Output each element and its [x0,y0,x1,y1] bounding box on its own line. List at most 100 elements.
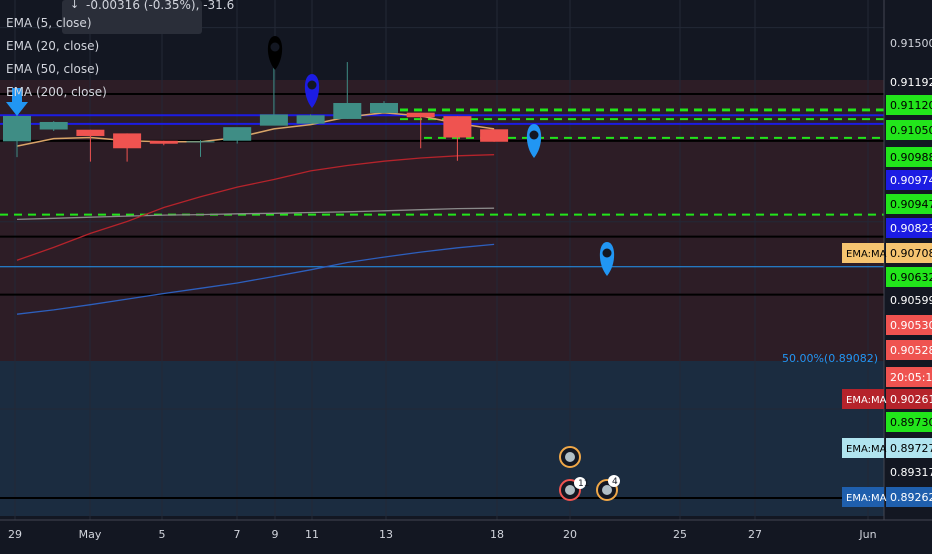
ema-tag-box [842,438,884,458]
time-tick-label: 7 [234,528,241,541]
candle-body[interactable] [443,116,472,138]
price-label-box[interactable] [886,315,932,335]
candle-body[interactable] [149,140,178,144]
event-count-badge: 4 [612,477,618,487]
price-label-box[interactable] [886,340,932,360]
price-label-box[interactable] [886,218,932,238]
price-label: 0.91192 [890,76,932,89]
support-zone [0,361,884,516]
event-count-badge: 11 [578,479,589,489]
price-label: 0.91500 [890,37,932,50]
price-label-box[interactable] [886,95,932,115]
chart-markers[interactable]: 11 4 [6,36,620,501]
time-tick-label: 20 [563,528,577,541]
candle-body[interactable] [370,103,398,113]
price-label-box[interactable] [886,267,932,287]
ema200-line [16,243,495,315]
price-label: 0.89727 [890,442,932,455]
price-label-box[interactable] [886,147,932,167]
price-label: 0.90530 [890,319,932,332]
candles[interactable] [3,62,509,162]
candle-body[interactable] [113,133,142,149]
candle-body[interactable] [406,112,435,118]
map-pin-icon-hole [529,130,539,140]
ema-tag-label: EMA:MA [846,493,887,504]
indicator-tags: EMA:MA EMA:MA EMA:MA EMA:MA [842,243,887,507]
map-pin-icon-hole [270,42,280,52]
candle-body[interactable] [39,121,68,130]
price-label-box[interactable] [886,412,932,432]
price-label-box[interactable] [886,33,932,53]
ema-tag-label: EMA:MA [846,249,887,260]
price-zones [0,80,884,516]
candle-body[interactable] [3,115,31,142]
ema-tag-box [842,243,884,263]
candle-body[interactable] [296,115,325,124]
price-label: 0.90632 [890,271,932,284]
price-label: 0.89730 [890,416,932,429]
legend-item-ema50[interactable]: EMA (50, close) [6,62,100,76]
candle-body[interactable] [333,103,362,119]
price-label: 0.90988 [890,151,932,164]
price-label-box[interactable] [886,438,932,458]
price-label-box[interactable] [886,120,932,140]
event-flag-icon-flag [602,485,612,495]
candle-body[interactable] [223,127,252,141]
price-label: 20:05:16 [890,371,932,384]
candle-body[interactable] [186,141,215,143]
time-tick-label: 18 [490,528,504,541]
price-label: 0.90974 [890,174,932,187]
map-pin-icon-hole [307,80,317,90]
arrow-down-icon[interactable] [6,88,28,116]
download-arrow-icon[interactable]: ↓ [70,0,80,11]
time-tick-label: 29 [8,528,22,541]
price-label-box[interactable] [886,389,932,409]
event-flag-icon-flag [565,452,575,462]
status-box [62,0,202,34]
map-pin-icon-hole [602,248,612,258]
price-label: 0.91120 [890,99,932,112]
price-label: 0.89317 [890,466,932,479]
price-label: 0.91050 [890,124,932,137]
legend-item-ema5[interactable]: EMA (5, close) [6,16,92,30]
time-tick-label: May [79,528,102,541]
price-label: 0.90947 [890,198,932,211]
event-count-bubble [574,477,586,489]
ema20-line [16,207,495,221]
time-axis[interactable]: 29 May 5 7 9 11 13 18 20 25 27 Jun [0,519,932,541]
price-label-box[interactable] [886,290,932,310]
horizontal-levels[interactable] [0,92,884,500]
time-tick-label: 25 [673,528,687,541]
event-flag-icon-flag [565,485,575,495]
time-tick-label: 11 [305,528,319,541]
price-label-box[interactable] [886,194,932,214]
price-label: 0.90708 [890,247,932,260]
price-label: 0.90599 [890,294,932,307]
ema-tag-label: EMA:MA [846,395,887,406]
price-label-box[interactable] [886,462,932,482]
candle-body[interactable] [259,114,288,126]
time-tick-label: Jun [858,528,876,541]
indicator-legend: EMA (5, close) EMA (20, close) EMA (50, … [6,12,107,104]
ema50-line [16,154,495,261]
time-tick-label: 5 [159,528,166,541]
price-label-box[interactable] [886,170,932,190]
candle-body[interactable] [76,129,105,136]
time-tick-label: 9 [272,528,279,541]
ema-tag-label: EMA:MA [846,444,887,455]
legend-item-ema20[interactable]: EMA (20, close) [6,39,100,53]
legend-item-ema200[interactable]: EMA (200, close) [6,85,107,99]
price-label: 0.90823 [890,222,932,235]
event-count-bubble [608,475,620,487]
price-label-box[interactable] [886,367,932,387]
price-label-box[interactable] [886,487,932,507]
price-label: 0.90261 [890,393,932,406]
price-label-box[interactable] [886,72,932,92]
ema-tag-box [842,487,884,507]
candle-body[interactable] [480,129,509,142]
price-axis[interactable]: 0.91500 0.91192 0.91120 0.91050 0.90988 0.909… [883,0,932,550]
price-change-text: -0.00316 (-0.35%), -31.6 [86,0,235,12]
price-label-box[interactable] [886,243,932,263]
